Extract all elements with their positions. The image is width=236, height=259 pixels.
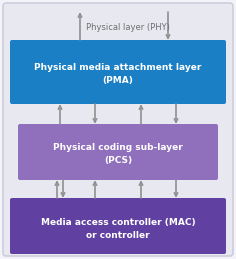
Text: Physical layer (PHY): Physical layer (PHY) [86, 23, 170, 32]
Text: Physical media attachment layer: Physical media attachment layer [34, 63, 202, 73]
Text: (PCS): (PCS) [104, 156, 132, 166]
Text: or controller: or controller [86, 231, 150, 240]
FancyBboxPatch shape [18, 124, 218, 180]
FancyBboxPatch shape [10, 198, 226, 254]
FancyBboxPatch shape [10, 40, 226, 104]
Text: (PMA): (PMA) [103, 76, 133, 85]
Text: Media access controller (MAC): Media access controller (MAC) [41, 218, 195, 227]
Text: Physical coding sub-layer: Physical coding sub-layer [53, 143, 183, 153]
FancyBboxPatch shape [3, 3, 233, 256]
